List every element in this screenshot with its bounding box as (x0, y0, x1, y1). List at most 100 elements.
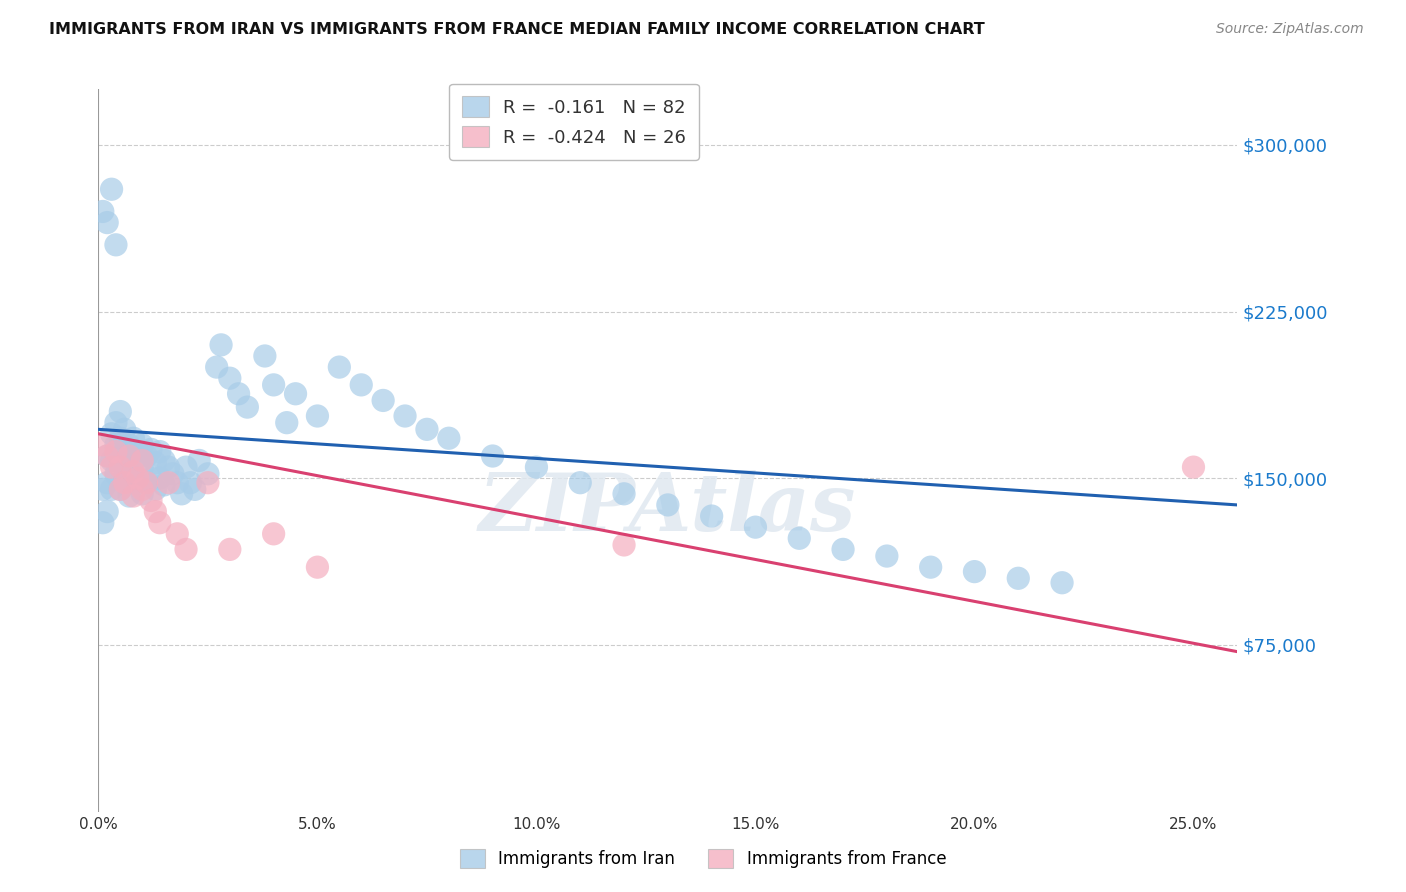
Point (920, 560, 942, 574)
Point (91, 483, 114, 497)
Point (114, 475, 136, 490)
Point (166, 526, 188, 541)
Point (139, 442, 162, 457)
Point (218, 371, 240, 385)
Point (122, 465, 145, 479)
Point (153, 453, 176, 467)
Point (1182, 460, 1205, 475)
Point (122, 475, 145, 490)
Point (122, 489, 145, 503)
Point (481, 449, 503, 463)
Point (145, 483, 166, 497)
Point (197, 475, 219, 490)
Point (118, 449, 141, 463)
Point (135, 475, 157, 490)
Point (118, 489, 141, 503)
Point (307, 409, 329, 423)
Point (328, 360, 350, 375)
Point (122, 453, 145, 467)
Point (437, 431, 460, 445)
Point (110, 431, 132, 445)
Point (131, 453, 153, 467)
Point (104, 416, 127, 430)
Legend: R =  -0.161   N = 82, R =  -0.424   N = 26: R = -0.161 N = 82, R = -0.424 N = 26 (449, 84, 699, 160)
Point (100, 426, 122, 441)
Point (110, 456, 132, 470)
Point (118, 465, 141, 479)
Point (179, 475, 201, 490)
Point (832, 542, 855, 557)
Point (613, 487, 636, 501)
Point (131, 438, 153, 452)
Point (96, 475, 118, 490)
Point (787, 531, 810, 545)
Point (157, 460, 180, 475)
Point (96, 216, 118, 230)
Point (149, 444, 172, 458)
Point (100, 182, 122, 196)
Point (263, 377, 285, 392)
Point (139, 493, 162, 508)
Point (218, 542, 240, 557)
Point (371, 393, 394, 408)
Point (149, 516, 172, 530)
Point (96, 449, 118, 463)
Point (104, 438, 127, 452)
Point (162, 467, 184, 481)
Point (114, 444, 136, 458)
Legend: Immigrants from Iran, Immigrants from France: Immigrants from Iran, Immigrants from Fr… (453, 842, 953, 875)
Point (110, 483, 132, 497)
Point (104, 444, 127, 458)
Point (174, 460, 197, 475)
Point (100, 453, 122, 467)
Point (394, 409, 416, 423)
Point (1007, 571, 1029, 585)
Text: IMMIGRANTS FROM IRAN VS IMMIGRANTS FROM FRANCE MEDIAN FAMILY INCOME CORRELATION : IMMIGRANTS FROM IRAN VS IMMIGRANTS FROM … (49, 22, 986, 37)
Point (131, 487, 153, 501)
Point (276, 416, 298, 430)
Point (104, 237, 127, 252)
Point (104, 467, 127, 481)
Point (122, 431, 145, 445)
Point (613, 538, 636, 552)
Text: Source: ZipAtlas.com: Source: ZipAtlas.com (1216, 22, 1364, 37)
Point (876, 549, 898, 563)
Point (96, 449, 118, 463)
Text: ZIPAtlas: ZIPAtlas (479, 469, 856, 547)
Point (149, 471, 172, 485)
Point (416, 422, 439, 436)
Point (170, 487, 193, 501)
Point (114, 422, 136, 436)
Point (284, 386, 307, 401)
Point (91, 516, 114, 530)
Point (114, 471, 136, 485)
Point (174, 542, 197, 557)
Point (100, 483, 122, 497)
Point (744, 520, 766, 534)
Point (228, 386, 250, 401)
Point (963, 565, 986, 579)
Point (209, 338, 232, 352)
Point (131, 460, 153, 475)
Point (127, 471, 149, 485)
Point (700, 509, 723, 524)
Point (135, 449, 157, 463)
Point (91, 438, 114, 452)
Point (157, 475, 180, 490)
Point (263, 526, 285, 541)
Point (100, 460, 122, 475)
Point (91, 204, 114, 219)
Point (118, 438, 141, 452)
Point (1050, 575, 1073, 590)
Point (127, 444, 149, 458)
Point (350, 377, 373, 392)
Point (197, 467, 219, 481)
Point (184, 483, 207, 497)
Point (131, 483, 153, 497)
Point (135, 475, 157, 490)
Point (110, 404, 132, 418)
Point (307, 560, 329, 574)
Point (153, 478, 176, 492)
Point (139, 471, 162, 485)
Point (526, 460, 548, 475)
